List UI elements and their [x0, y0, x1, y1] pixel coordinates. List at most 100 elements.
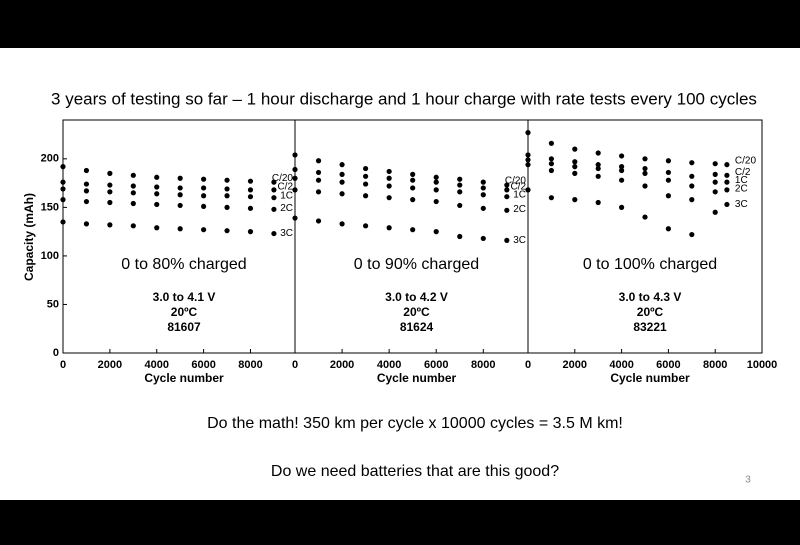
data-point — [154, 201, 160, 208]
series-label: C/20 — [735, 155, 757, 166]
data-point — [642, 214, 648, 220]
slide-title: 3 years of testing so far – 1 hour disch… — [51, 89, 757, 108]
x-tick-label: 2000 — [330, 359, 354, 371]
annotation: 20ºC — [171, 305, 198, 319]
data-point — [83, 181, 90, 187]
data-point — [247, 194, 254, 200]
data-point — [177, 226, 183, 232]
data-point — [339, 179, 345, 185]
series-label: 3C — [735, 199, 748, 210]
series-label: C/2 — [510, 182, 526, 193]
data-point — [433, 198, 439, 205]
data-point — [386, 225, 392, 231]
annotation: 81624 — [400, 320, 434, 334]
data-point — [130, 190, 136, 196]
data-point — [247, 178, 254, 184]
data-point — [548, 161, 555, 167]
data-point — [595, 150, 601, 156]
data-point — [83, 167, 90, 174]
data-point — [548, 140, 555, 146]
data-point — [619, 164, 625, 170]
data-point — [572, 164, 578, 170]
page-number: 3 — [745, 475, 751, 486]
data-point — [292, 175, 298, 181]
data-point — [224, 204, 230, 210]
data-point — [60, 186, 66, 192]
series-label: C/2 — [277, 182, 293, 193]
annotation: 81607 — [167, 320, 201, 334]
data-point — [504, 187, 510, 193]
data-point — [339, 221, 345, 227]
x-axis-label: Cycle number — [144, 371, 224, 385]
data-point — [410, 185, 416, 191]
data-point — [433, 229, 439, 235]
annotation: 3.0 to 4.2 V — [385, 290, 448, 304]
data-point — [595, 165, 601, 172]
x-tick-label: 0 — [60, 359, 66, 371]
data-point — [712, 161, 718, 167]
data-point — [642, 156, 648, 162]
data-point — [457, 202, 463, 209]
data-point — [292, 187, 298, 193]
data-point — [548, 195, 555, 201]
data-point — [60, 179, 66, 185]
data-point — [339, 171, 345, 177]
data-point — [572, 170, 578, 176]
data-point — [665, 226, 672, 232]
data-point — [724, 179, 730, 185]
y-tick-label: 200 — [41, 153, 59, 165]
data-point — [504, 237, 510, 243]
data-point — [619, 177, 625, 183]
data-point — [504, 194, 510, 200]
data-point — [480, 185, 486, 191]
data-point — [315, 169, 322, 176]
x-tick-label: 8000 — [471, 359, 495, 371]
annotation: 83221 — [633, 320, 667, 334]
series-label: C/20 — [272, 173, 294, 184]
data-point — [154, 191, 160, 197]
data-point — [665, 193, 672, 199]
data-point — [642, 165, 648, 172]
annotation: 20ºC — [637, 305, 664, 319]
data-point — [724, 187, 730, 193]
data-point — [83, 198, 90, 205]
data-point — [595, 162, 601, 168]
y-tick-label: 100 — [41, 250, 59, 262]
series-label: 3C — [280, 228, 293, 239]
data-point — [619, 204, 625, 210]
data-point — [724, 162, 730, 168]
data-point — [665, 158, 672, 164]
data-point — [689, 197, 695, 203]
x-tick-label: 6000 — [191, 359, 215, 371]
data-point — [595, 173, 601, 179]
data-point — [292, 152, 298, 158]
data-point — [712, 189, 718, 195]
annotation: 0 to 100% charged — [583, 256, 717, 273]
data-point — [642, 170, 648, 176]
annotation: 20ºC — [403, 305, 430, 319]
data-point — [363, 223, 369, 229]
data-point — [271, 179, 277, 185]
x-tick-label: 6000 — [656, 359, 680, 371]
data-point — [271, 206, 277, 212]
x-tick-label: 2000 — [98, 359, 122, 371]
x-tick-label: 4000 — [144, 359, 168, 371]
data-point — [480, 205, 486, 211]
data-point — [457, 189, 463, 195]
y-axis-label: Capacity (mAh) — [22, 193, 36, 281]
data-point — [457, 182, 463, 188]
data-point — [504, 207, 510, 213]
data-point — [689, 160, 695, 166]
annotation: 3.0 to 4.1 V — [153, 290, 216, 304]
data-point — [363, 173, 369, 179]
data-point — [525, 130, 531, 136]
data-point — [457, 176, 463, 182]
data-point — [548, 167, 555, 174]
data-point — [363, 193, 369, 199]
x-tick-label: 4000 — [377, 359, 401, 371]
data-point — [130, 183, 136, 189]
series-label: 3C — [513, 235, 526, 246]
data-point — [339, 191, 345, 197]
x-tick-label: 8000 — [238, 359, 262, 371]
data-point — [410, 197, 416, 203]
